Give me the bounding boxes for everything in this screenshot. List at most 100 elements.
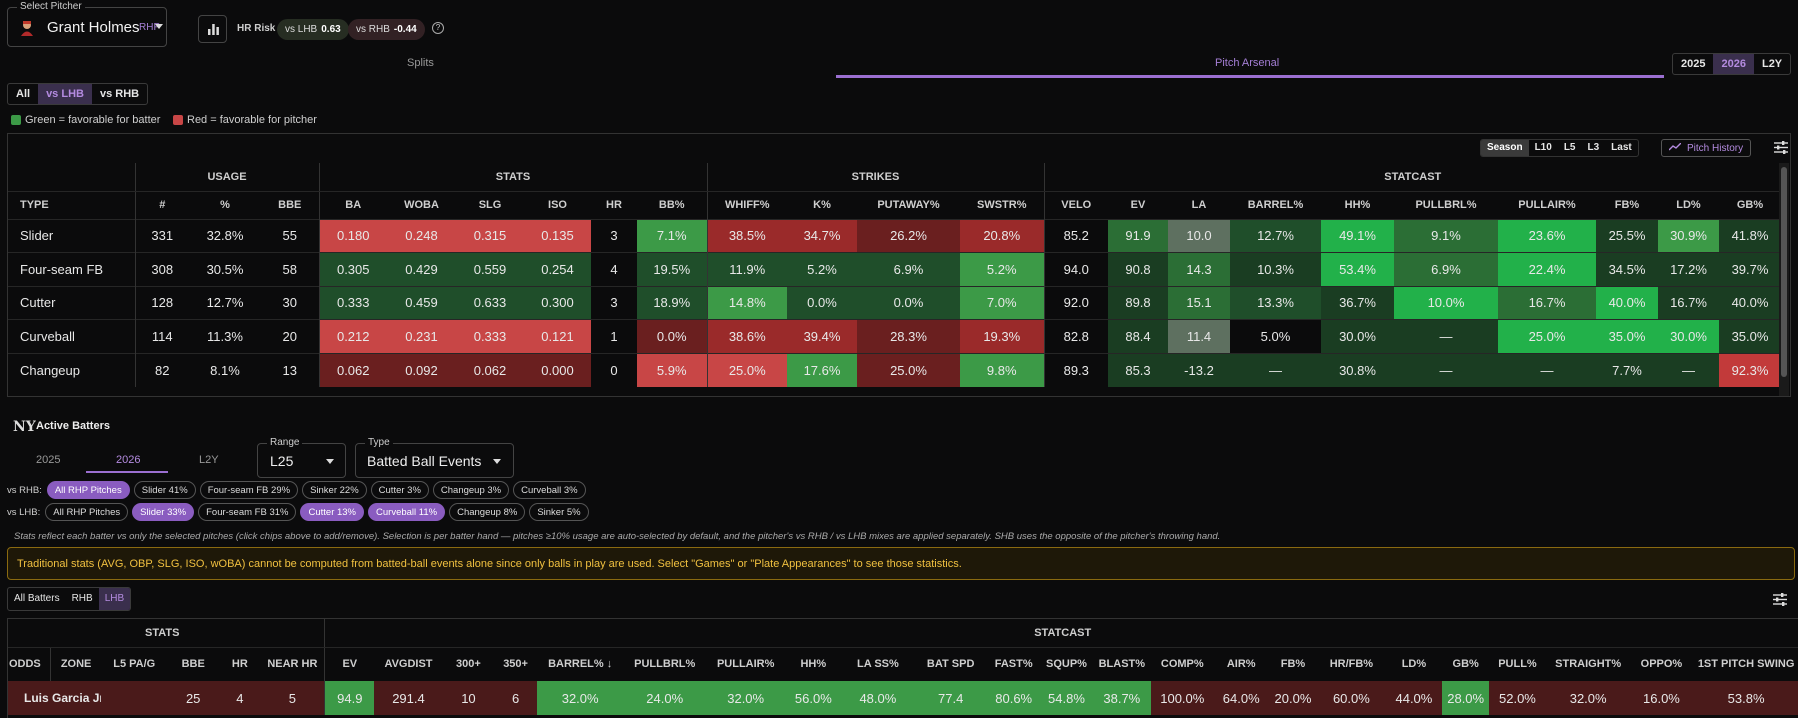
split-filter[interactable]: All vs LHB vs RHB	[7, 83, 149, 105]
pitch-chip-slider-41[interactable]: Slider 41%	[133, 481, 196, 499]
batters-col-la-ss[interactable]: LA SS%	[857, 658, 899, 671]
period-l10[interactable]: L10	[1534, 142, 1552, 153]
arsenal-row-cutter[interactable]: Cutter 128 12.7% 30 0.333 0.459 0.633 0.300 3 18.…	[8, 285, 1782, 320]
filter-vs-lhb[interactable]: vs LHB	[38, 84, 92, 104]
arsenal-row-slider[interactable]: Slider 331 32.8% 55 0.180 0.248 0.315 0.135 3 7.1…	[8, 218, 1782, 253]
hand-all[interactable]: All Batters	[14, 593, 60, 604]
batters-year-2025[interactable]: 2025	[36, 454, 61, 466]
arsenal-row-changeup[interactable]: Changeup 82 8.1% 13 0.062 0.092 0.062 0.000 0 5.9…	[8, 352, 1782, 387]
batters-col-hr[interactable]: HR	[231, 658, 248, 671]
batters-col-pullbrl[interactable]: PULLBRL%	[634, 658, 696, 671]
pitch-chip-cutter-3[interactable]: Cutter 3%	[370, 481, 429, 499]
batters-col-fast[interactable]: FAST%	[994, 658, 1033, 671]
pitch-chip-changeup-8[interactable]: Changeup 8%	[449, 503, 526, 521]
arsenal-scrollbar[interactable]	[1779, 163, 1789, 396]
col-header-woba[interactable]: WOBA	[404, 199, 439, 211]
arsenal-row-curveball[interactable]: Curveball 114 11.3% 20 0.212 0.231 0.333 0.121 1…	[8, 319, 1782, 353]
pitch-chip-slider-33[interactable]: Slider 33%	[132, 503, 195, 521]
col-header-bbe[interactable]: BBE	[278, 199, 302, 211]
col-header-swstr[interactable]: SWSTR%	[977, 199, 1027, 211]
col-header-gb[interactable]: GB%	[1736, 199, 1764, 211]
period-l3[interactable]: L3	[1587, 142, 1600, 153]
col-header-pullbrl[interactable]: PULLBRL%	[1415, 199, 1477, 211]
pitcher-select[interactable]: Select Pitcher Grant Holmes RHP	[7, 1, 167, 47]
hand-filter[interactable]: All Batters RHB LHB	[7, 587, 132, 611]
pitch-chip-four-seam-fb-29[interactable]: Four-seam FB 29%	[199, 481, 299, 499]
batters-col-pullair[interactable]: PULLAIR%	[716, 658, 775, 671]
filter-vs-rhb[interactable]: vs RHB	[99, 88, 140, 100]
pitch-chip-all-rhp-pitches[interactable]: All RHP Pitches	[45, 503, 129, 521]
batters-column-settings-icon[interactable]	[1773, 593, 1787, 609]
batters-col-bat-spd[interactable]: BAT SPD	[926, 658, 975, 671]
type-select[interactable]: Type Batted Ball Events	[355, 437, 514, 478]
period-last[interactable]: Last	[1611, 142, 1632, 153]
col-header-bb[interactable]: BB%	[658, 199, 685, 211]
batters-col-blast[interactable]: BLAST%	[1098, 658, 1146, 671]
range-select[interactable]: Range L25	[257, 437, 346, 478]
col-header-putaway[interactable]: PUTAWAY%	[877, 199, 940, 211]
col-header-whiff[interactable]: WHIFF%	[706, 191, 787, 219]
batters-col-hh[interactable]: HH%	[800, 658, 827, 671]
pitch-chip-sinker-5[interactable]: Sinker 5%	[529, 503, 589, 521]
batters-col-barrel[interactable]: BARREL% ↓	[548, 658, 613, 671]
tab-pitch-arsenal[interactable]: Pitch Arsenal	[1215, 57, 1280, 69]
col-header-iso[interactable]: ISO	[548, 199, 567, 211]
period-selector[interactable]: Season L10 L5 L3 Last	[1480, 139, 1639, 157]
col-header-ld[interactable]: LD%	[1676, 199, 1701, 211]
batters-col-zone[interactable]: ZONE	[49, 647, 102, 681]
col-header-pullair[interactable]: PULLAIR%	[1518, 199, 1576, 211]
col-header-velo[interactable]: VELO	[1043, 191, 1108, 219]
batters-year-2026[interactable]: 2026	[116, 454, 141, 466]
col-header-hr[interactable]: HR	[606, 199, 622, 211]
pitch-history-button[interactable]: Pitch History	[1661, 139, 1752, 157]
batter-name-cell[interactable]: Luis Garcia Jr.LHB	[8, 681, 102, 715]
col-header-num[interactable]: %	[220, 199, 230, 211]
col-header-k[interactable]: K%	[813, 199, 831, 211]
batters-col-fb[interactable]: FB%	[1280, 658, 1306, 671]
batters-col-bbe[interactable]: BBE	[181, 658, 205, 671]
batters-col-l5-pa-g[interactable]: L5 PA/G	[113, 658, 156, 671]
col-header-type[interactable]: TYPE	[20, 199, 49, 211]
batters-col-air[interactable]: AIR%	[1226, 658, 1256, 671]
batters-col-near-hr[interactable]: NEAR HR	[267, 658, 318, 671]
col-header-slg[interactable]: SLG	[478, 199, 502, 211]
pitch-chip-sinker-22[interactable]: Sinker 22%	[302, 481, 367, 499]
col-header-barrel[interactable]: BARREL%	[1247, 199, 1304, 211]
batters-col-300[interactable]: 300+	[456, 658, 481, 671]
batters-col-odds[interactable]: ODDS	[8, 658, 41, 671]
year-2026[interactable]: 2026	[1713, 54, 1754, 74]
batters-col-ev[interactable]: EV	[324, 647, 375, 681]
batters-col-straight[interactable]: STRAIGHT%	[1555, 658, 1622, 671]
batter-name[interactable]: Luis Garcia Jr.	[24, 691, 102, 705]
col-header-ba[interactable]: BA	[318, 191, 387, 219]
col-header-la[interactable]: LA	[1191, 199, 1207, 211]
col-header-fb[interactable]: FB%	[1614, 199, 1640, 211]
batters-col-oppo[interactable]: OPPO%	[1640, 658, 1683, 671]
batters-col-squp[interactable]: SQUP%	[1045, 658, 1087, 671]
hand-rhb[interactable]: RHB	[71, 593, 93, 604]
period-season[interactable]: Season	[1481, 140, 1529, 156]
chart-toggle-button[interactable]	[198, 15, 227, 43]
pitch-chip-curveball-11[interactable]: Curveball 11%	[368, 503, 446, 521]
col-header-hh[interactable]: HH%	[1344, 199, 1371, 211]
batters-col-comp[interactable]: COMP%	[1160, 658, 1204, 671]
tab-splits[interactable]: Splits	[407, 57, 434, 69]
col-header-num[interactable]: #	[134, 191, 189, 219]
arsenal-row-four-seam-fb[interactable]: Four-seam FB 308 30.5% 58 0.305 0.429 0.559 0.2…	[8, 252, 1782, 286]
filter-all[interactable]: All	[16, 88, 31, 100]
period-l5[interactable]: L5	[1563, 142, 1576, 153]
batters-year-l2y[interactable]: L2Y	[199, 454, 219, 466]
pitch-chip-all-rhp-pitches[interactable]: All RHP Pitches	[46, 481, 130, 499]
help-icon[interactable]: ?	[432, 22, 444, 34]
batters-col-pull[interactable]: PULL%	[1498, 658, 1537, 671]
year-2025[interactable]: 2025	[1681, 58, 1706, 70]
batters-col-350[interactable]: 350+	[503, 658, 528, 671]
pitch-chip-changeup-3[interactable]: Changeup 3%	[432, 481, 510, 499]
batters-col-avgdist[interactable]: AVGDIST	[384, 658, 433, 671]
pitch-chip-curveball-3[interactable]: Curveball 3%	[513, 481, 586, 499]
pitch-chip-four-seam-fb-31[interactable]: Four-seam FB 31%	[198, 503, 297, 521]
batters-col-gb[interactable]: GB%	[1452, 658, 1479, 671]
col-header-ev[interactable]: EV	[1130, 199, 1146, 211]
batters-col-1st-pitch-swing[interactable]: 1ST PITCH SWING	[1697, 658, 1795, 671]
batters-col-hr-fb[interactable]: HR/FB%	[1329, 658, 1374, 671]
